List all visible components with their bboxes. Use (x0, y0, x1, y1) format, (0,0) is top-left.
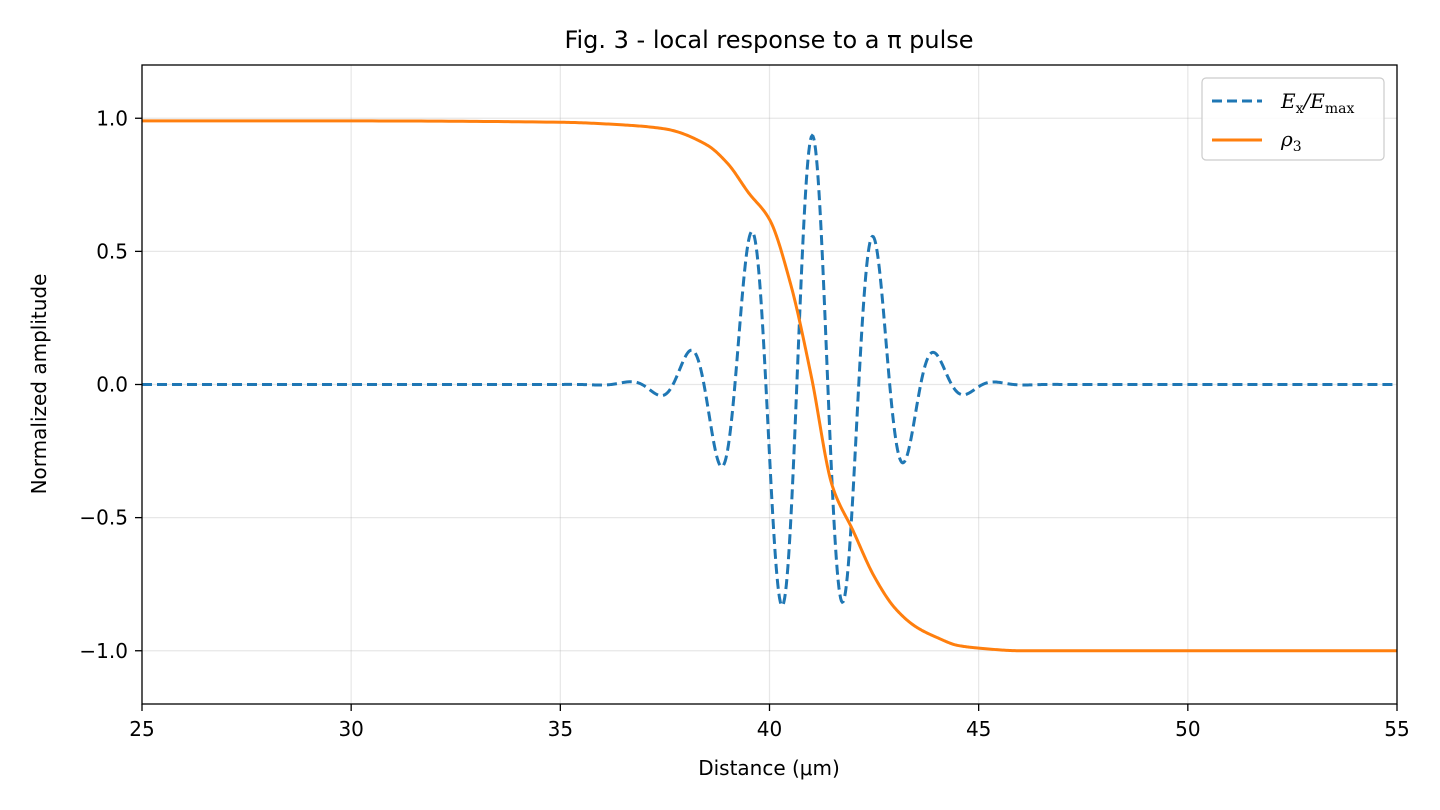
y-tick-label: −0.5 (79, 506, 128, 530)
x-tick-label: 40 (757, 717, 782, 741)
legend-label-rho: ρ3 (1280, 127, 1302, 155)
legend: Ex/Emax ρ3 (1201, 77, 1385, 161)
x-tick-label: 55 (1384, 717, 1409, 741)
x-tick-label: 45 (966, 717, 991, 741)
y-tick-label: −1.0 (79, 639, 128, 663)
x-axis-label: Distance (μm) (698, 756, 840, 780)
series-layer (142, 119, 1397, 653)
y-axis-ticks: −1.0 −0.5 0.0 0.5 1.0 (79, 106, 142, 663)
y-tick-label: 0.5 (96, 239, 128, 263)
x-tick-label: 50 (1175, 717, 1200, 741)
y-tick-label: 0.0 (96, 373, 128, 397)
series-ex-line (142, 133, 1397, 608)
y-axis-label: Normalized amplitude (27, 274, 51, 495)
y-tick-label: 1.0 (96, 106, 128, 130)
x-tick-label: 25 (129, 717, 154, 741)
legend-label-ex: Ex/Emax (1280, 89, 1354, 117)
x-axis-ticks: 25 30 35 40 45 50 55 (129, 704, 1410, 741)
series-group (142, 119, 1397, 653)
x-tick-label: 35 (548, 717, 573, 741)
chart-title: Fig. 3 - local response to a π pulse (564, 26, 973, 54)
series-rho-line (142, 119, 1397, 653)
x-tick-label: 30 (338, 717, 363, 741)
